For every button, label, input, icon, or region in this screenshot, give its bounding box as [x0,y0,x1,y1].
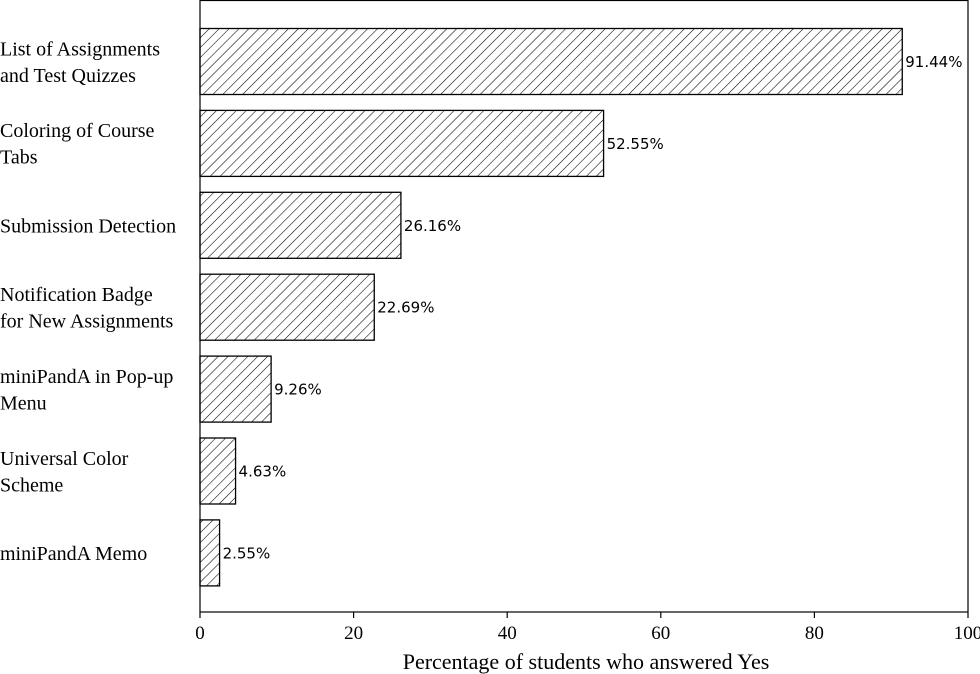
category-labels-layer: List of Assignments and Test Quizzes Color… [0,38,176,565]
value-label: 22.69% [377,299,434,317]
plot-frame [199,0,969,613]
bars-layer [199,27,903,587]
axes-layer: 0 20 40 60 80 100 [195,0,980,644]
category-label: Notification Badge for New Assignments [0,284,174,333]
x-tick-label: 100 [954,623,980,644]
bar [199,519,221,587]
value-labels-layer: 91.44% 52.55% 26.16% 22.69% 9.26% 4.63% 2.55% [223,53,963,562]
bar [199,273,375,341]
value-label: 4.63% [239,463,287,481]
x-axis-title: Percentage of students who answered Yes [403,649,770,674]
x-tick-label: 20 [344,623,363,644]
category-label: Submission Detection [0,215,176,237]
bar [199,355,272,423]
x-tick-label: 0 [195,623,205,644]
value-label: 91.44% [905,53,962,71]
bar [199,437,237,505]
value-label: 52.55% [607,135,664,153]
x-tick-label: 60 [651,623,670,644]
category-label: miniPandA Memo [0,543,147,565]
category-label: List of Assignments and Test Quizzes [0,38,160,87]
x-tick-label: 40 [498,623,517,644]
category-label: Universal Color Scheme [0,448,129,497]
value-label: 2.55% [223,544,271,562]
category-label: miniPandA in Pop-up Menu [0,366,173,415]
bar [199,27,903,96]
value-label: 9.26% [274,381,322,399]
value-label: 26.16% [404,217,461,235]
category-label: Coloring of Course Tabs [0,120,155,169]
bar [199,109,605,178]
bar [199,191,402,259]
x-tick-label: 80 [805,623,824,644]
